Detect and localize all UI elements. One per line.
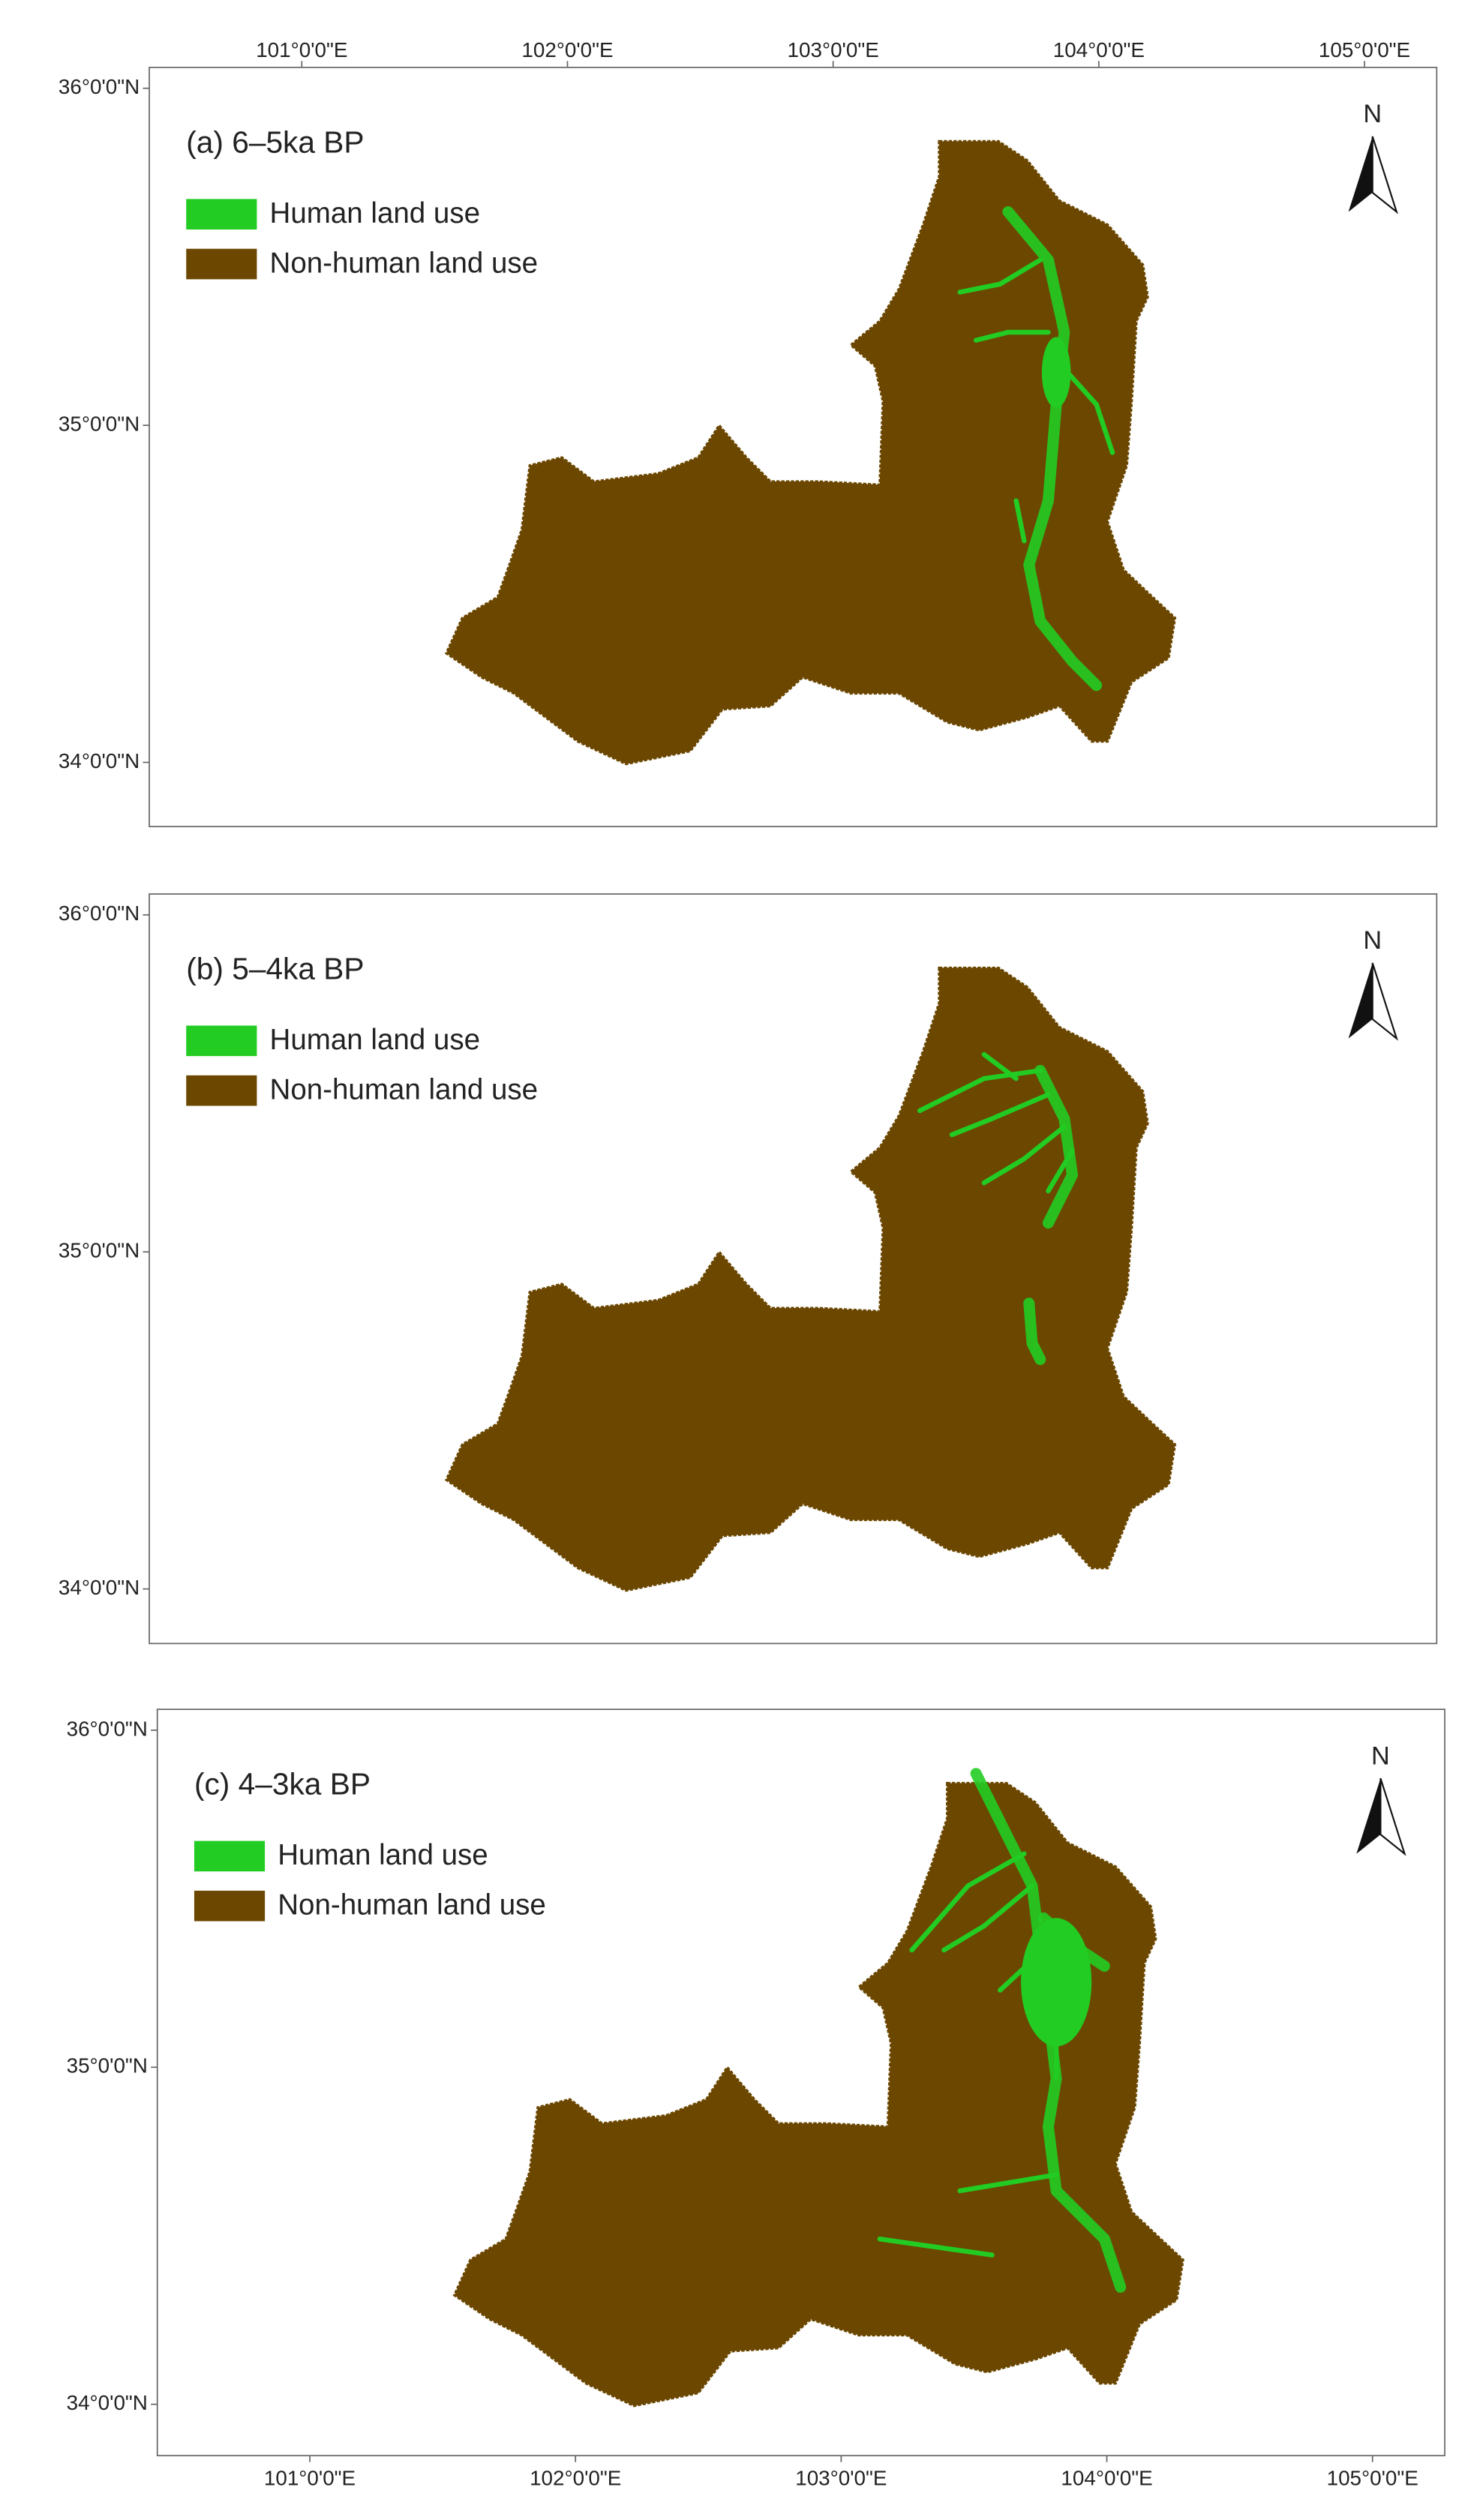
legend-label: Non-human land use [278, 1888, 546, 1921]
lat-label: 35°0'0"N [59, 412, 140, 435]
lat-label: 35°0'0"N [59, 1239, 140, 1262]
lon-label: 105°0'0"E [1327, 2467, 1418, 2490]
human-land-use [981, 1124, 1067, 1186]
map-panel: (b) 5–4ka BP Human land use Non-human land… [59, 893, 1438, 1645]
lat-label: 34°0'0"N [59, 1576, 140, 1599]
north-arrow [1379, 1778, 1406, 1856]
north-arrow [1356, 1778, 1381, 1854]
lat-label: 36°0'0"N [67, 1717, 148, 1740]
human-land-use [909, 1851, 1027, 1953]
human-land-use [970, 1768, 1127, 2293]
human-land-use [1013, 498, 1027, 544]
map-panel: (c) 4–3ka BP Human land use Non-human land… [67, 1708, 1445, 2490]
north-arrow [1348, 963, 1373, 1039]
legend-label: Human land use [270, 197, 480, 230]
human-land-use [877, 2236, 995, 2258]
panel-label: (b) 5–4ka BP [186, 951, 364, 986]
north-arrow [1371, 136, 1398, 214]
human-land-use [1046, 1148, 1075, 1194]
legend-swatch [186, 248, 257, 280]
human-land-use [957, 2172, 1059, 2194]
lat-label: 36°0'0"N [59, 902, 140, 925]
legend-label: Non-human land use [270, 1073, 539, 1106]
human-land-use [1023, 1298, 1046, 1366]
basin [452, 1781, 1184, 2408]
human-land-use [1041, 337, 1071, 408]
lon-label: 103°0'0"E [795, 2467, 887, 2490]
north-arrow [1371, 962, 1398, 1041]
north-label: N [1371, 1742, 1390, 1770]
map-frame [149, 67, 1438, 827]
basin [444, 966, 1177, 1592]
basin [444, 140, 1177, 766]
panel-label: (a) 6–5ka BP [186, 124, 364, 159]
human-land-use [1064, 370, 1115, 455]
legend-label: Human land use [278, 1839, 488, 1871]
human-land-use [1002, 206, 1103, 692]
lon-label: 104°0'0"E [1053, 38, 1145, 62]
legend-swatch [194, 1840, 266, 1872]
lon-label: 101°0'0"E [264, 2467, 356, 2490]
legend-label: Non-human land use [270, 247, 539, 279]
legend-swatch [186, 1025, 257, 1057]
lon-label: 105°0'0"E [1319, 38, 1410, 62]
legend-swatch [194, 1890, 266, 1922]
legend-swatch [186, 199, 257, 230]
panel-label: (c) 4–3ka BP [194, 1767, 371, 1802]
lon-label: 104°0'0"E [1061, 2467, 1152, 2490]
human-land-use [1034, 1064, 1079, 1229]
legend-swatch [186, 1075, 257, 1106]
lat-label: 35°0'0"N [67, 2054, 148, 2078]
human-land-use [957, 257, 1043, 295]
human-land-use [917, 1068, 1043, 1114]
human-land-use [981, 1052, 1019, 1082]
lat-label: 34°0'0"N [59, 749, 140, 772]
lat-label: 34°0'0"N [67, 2391, 148, 2414]
lon-label: 102°0'0"E [530, 2467, 621, 2490]
map-panel: (a) 6–5ka BP Human land use Non-human land… [59, 38, 1438, 827]
lon-label: 103°0'0"E [788, 38, 879, 62]
human-land-use [941, 1883, 1035, 1953]
human-land-use [973, 329, 1051, 343]
north-label: N [1363, 100, 1382, 128]
legend-label: Human land use [270, 1024, 480, 1056]
lat-label: 36°0'0"N [59, 75, 140, 98]
map-frame [149, 893, 1438, 1645]
lon-label: 101°0'0"E [256, 38, 347, 62]
map-frame [156, 1708, 1445, 2457]
lon-label: 102°0'0"E [521, 38, 613, 62]
human-land-use [949, 1092, 1051, 1138]
human-land-use [1021, 1918, 1092, 2047]
north-label: N [1363, 926, 1382, 955]
